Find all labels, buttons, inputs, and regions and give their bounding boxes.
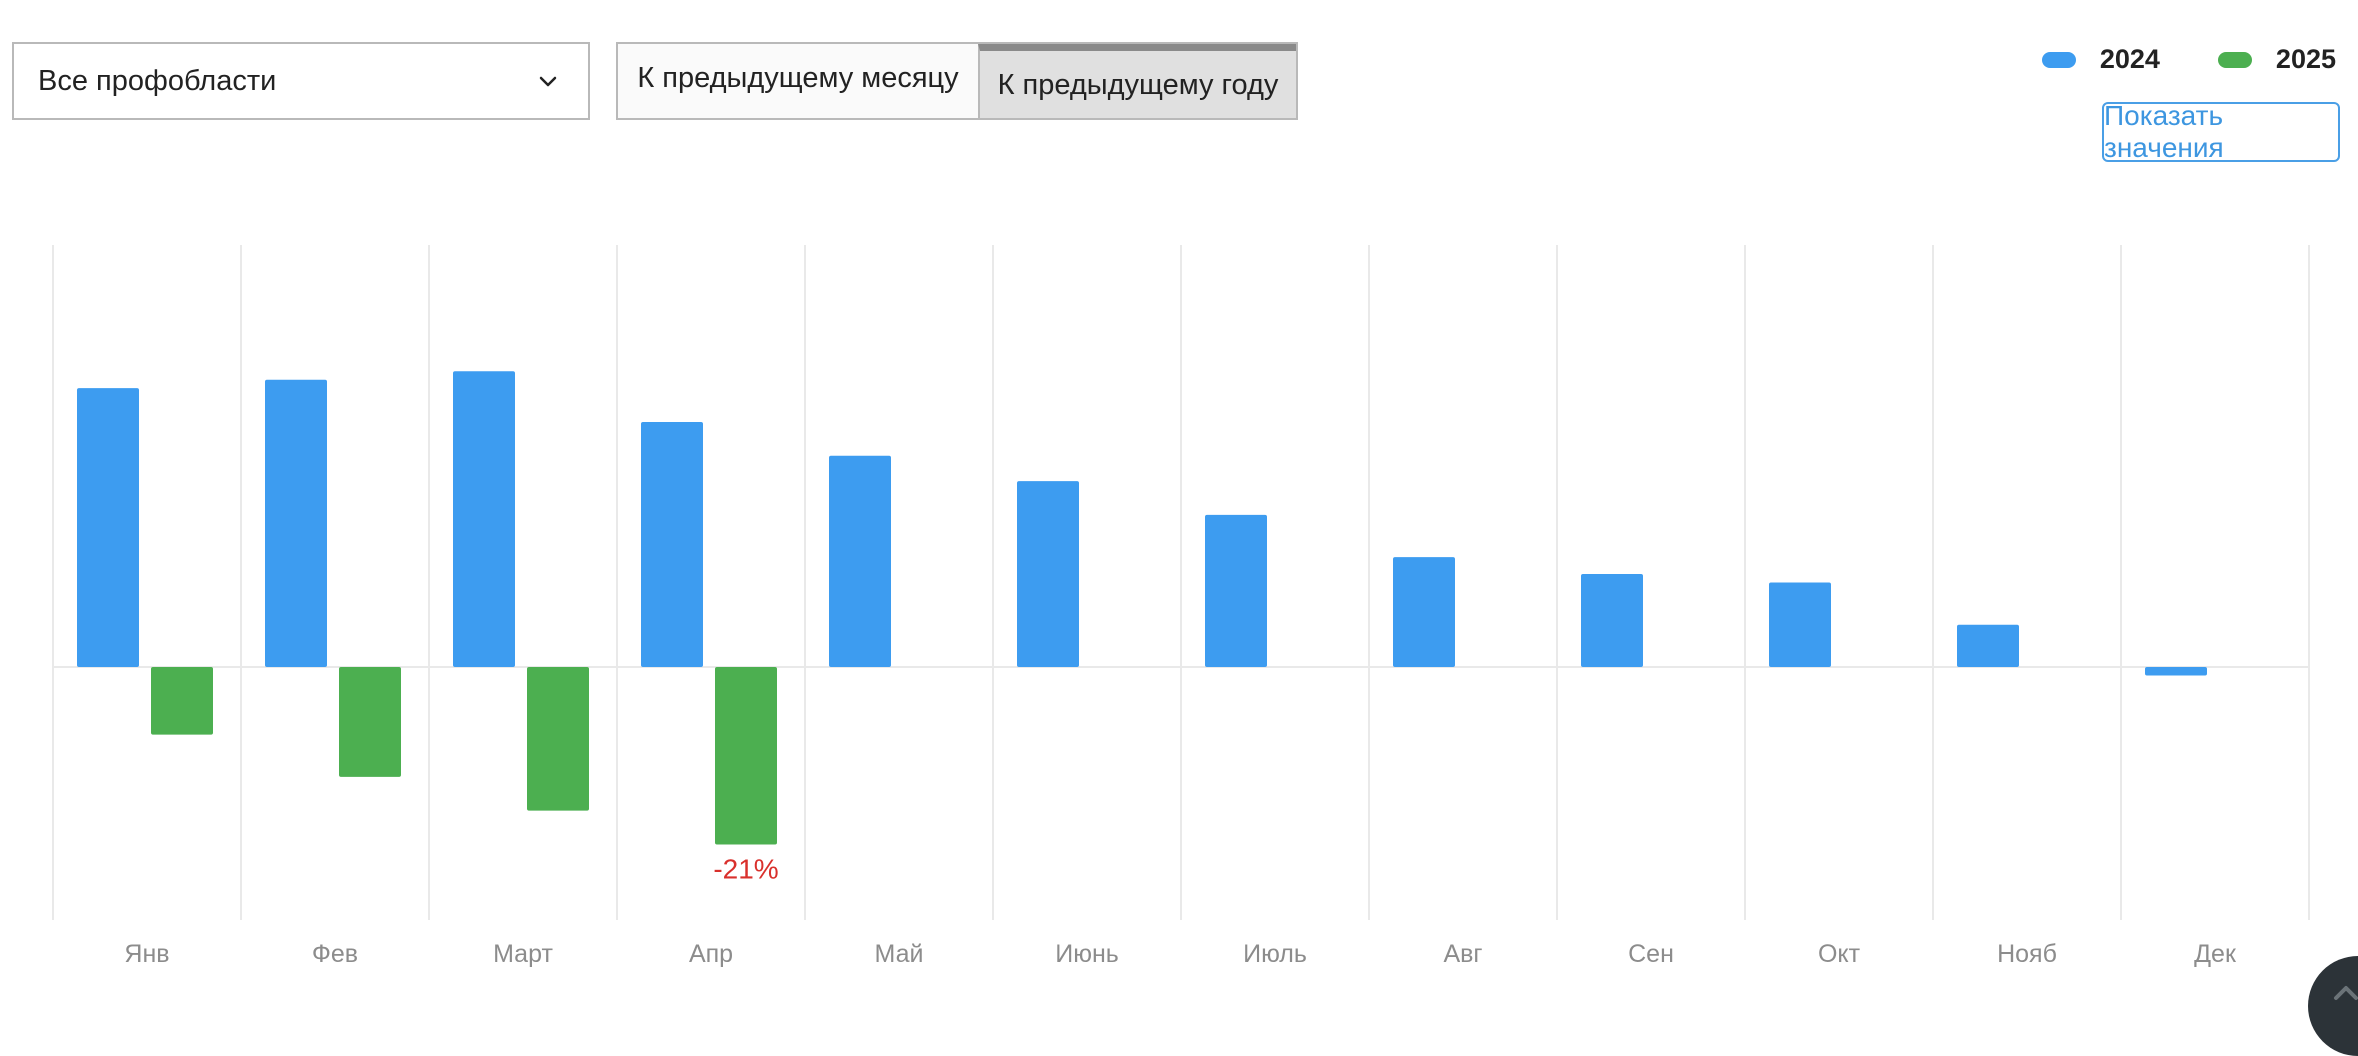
x-tick-label-Июнь: Июнь — [1055, 940, 1119, 968]
x-tick-label-Нояб: Нояб — [1997, 940, 2057, 968]
bar-2025-Апр[interactable] — [715, 667, 777, 845]
x-tick-label-Окт: Окт — [1818, 940, 1861, 968]
chevron-down-icon — [539, 76, 557, 87]
profession-area-select-value: Все профобласти — [38, 64, 277, 97]
show-values-button[interactable]: Показать значения — [2102, 100, 2340, 163]
bar-2024-Окт[interactable] — [1769, 582, 1831, 668]
x-tick-label-Сен: Сен — [1628, 940, 1674, 968]
legend-swatch-2025 — [2217, 51, 2252, 68]
x-tick-label-Июль: Июль — [1243, 940, 1307, 968]
profession-area-select[interactable]: Все профобласти — [12, 42, 590, 120]
bar-2024-Фев[interactable] — [265, 379, 327, 667]
bar-2025-Март[interactable] — [527, 667, 589, 811]
bar-chart: -21% Янв Фев Март Апр Май Июнь Июль Авг Сен Окт Ноя… — [52, 245, 2310, 968]
bar-2024-Июнь[interactable] — [1017, 481, 1079, 667]
legend-item-2025[interactable]: 2025 — [2217, 44, 2336, 75]
x-tick-label-Янв: Янв — [124, 940, 169, 968]
bar-2025-Фев[interactable] — [339, 667, 401, 777]
bar-2024-Авг[interactable] — [1393, 557, 1455, 667]
chart-legend: 2024 2025 — [1984, 44, 2336, 75]
bar-2024-Июль[interactable] — [1205, 514, 1267, 667]
bar-2024-Дек[interactable] — [2145, 667, 2207, 676]
legend-label-2025: 2025 — [2275, 44, 2336, 74]
arrow-up-icon — [2334, 986, 2358, 1000]
bar-2024-Май[interactable] — [829, 455, 891, 667]
bar-2025-Янв[interactable] — [151, 667, 213, 735]
bar-2024-Март[interactable] — [453, 371, 515, 667]
bar-2024-Апр[interactable] — [641, 421, 703, 667]
bar-2024-Янв[interactable] — [77, 388, 139, 667]
comparison-toggle: К предыдущему месяцу К предыдущему году — [616, 42, 1298, 120]
x-tick-label-Май: Май — [875, 940, 924, 968]
legend-swatch-2024 — [2041, 51, 2076, 68]
x-tick-label-Март: Март — [493, 940, 553, 968]
data-label-Апр: -21% — [713, 853, 778, 884]
x-tick-label-Авг: Авг — [1443, 940, 1482, 968]
x-tick-label-Апр: Апр — [689, 940, 733, 968]
legend-item-2024[interactable]: 2024 — [2041, 44, 2160, 75]
bar-2024-Нояб[interactable] — [1957, 624, 2019, 667]
legend-label-2024: 2024 — [2099, 44, 2160, 74]
x-tick-label-Фев: Фев — [312, 940, 358, 968]
compare-previous-month-button[interactable]: К предыдущему месяцу — [618, 44, 978, 118]
compare-previous-year-button[interactable]: К предыдущему году — [978, 44, 1296, 118]
x-tick-label-Дек: Дек — [2194, 940, 2237, 968]
bar-2024-Сен[interactable] — [1581, 574, 1643, 667]
